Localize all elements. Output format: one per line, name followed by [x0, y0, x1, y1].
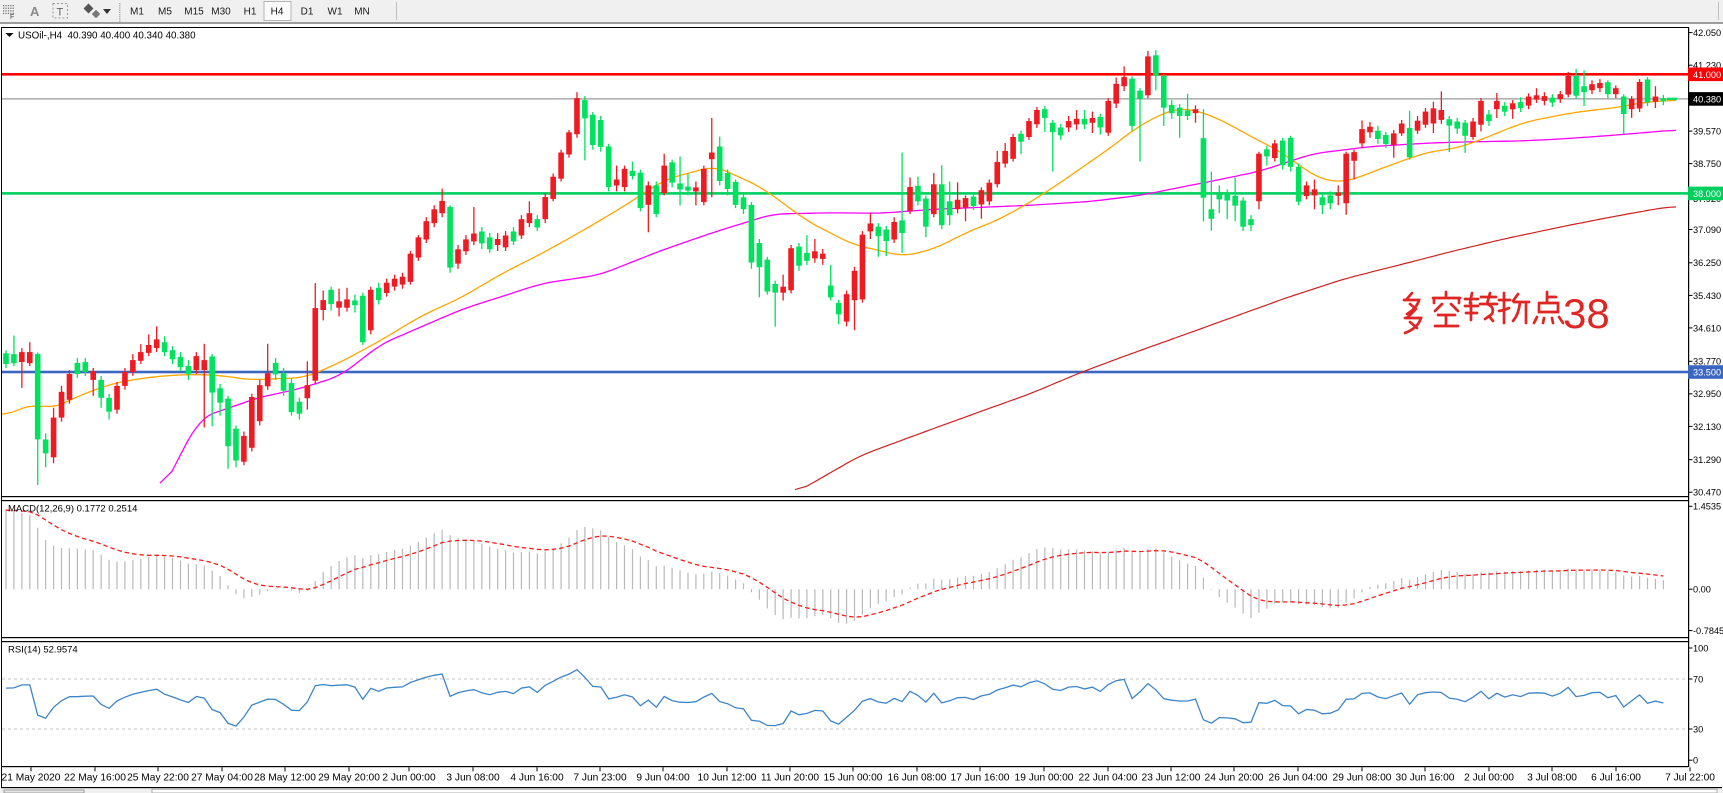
svg-text:3 Jul 08:00: 3 Jul 08:00: [1527, 773, 1577, 784]
svg-text:37.090: 37.090: [1693, 225, 1721, 235]
svg-text:32.130: 32.130: [1693, 422, 1721, 432]
svg-text:17 Jun 16:00: 17 Jun 16:00: [951, 773, 1010, 784]
svg-text:MN: MN: [354, 7, 370, 18]
svg-text:21 May 2020: 21 May 2020: [2, 773, 61, 784]
svg-text:39.570: 39.570: [1693, 127, 1721, 137]
svg-text:-0.7845: -0.7845: [1693, 626, 1723, 636]
svg-text:27 May 04:00: 27 May 04:00: [191, 773, 253, 784]
svg-text:M15: M15: [184, 7, 204, 18]
svg-text:24 Jun 20:00: 24 Jun 20:00: [1205, 773, 1264, 784]
svg-text:70: 70: [1693, 674, 1703, 684]
svg-text:9 Jun 04:00: 9 Jun 04:00: [636, 773, 690, 784]
svg-text:22 Jun 04:00: 22 Jun 04:00: [1079, 773, 1138, 784]
svg-text:42.050: 42.050: [1693, 28, 1721, 38]
svg-text:0.00: 0.00: [1693, 585, 1711, 595]
svg-text:D1: D1: [301, 7, 314, 18]
svg-text:7 Jun 23:00: 7 Jun 23:00: [573, 773, 627, 784]
svg-text:M5: M5: [158, 7, 172, 18]
svg-text:M30: M30: [211, 7, 231, 18]
svg-text:W1: W1: [328, 7, 343, 18]
svg-text:T: T: [57, 7, 64, 19]
svg-text:F: F: [10, 14, 14, 21]
svg-text:38: 38: [1563, 290, 1610, 337]
svg-text:RSI(14) 52.9574: RSI(14) 52.9574: [8, 645, 78, 656]
svg-text:3 Jun 08:00: 3 Jun 08:00: [446, 773, 500, 784]
svg-text:41.000: 41.000: [1693, 70, 1721, 80]
svg-text:10 Jun 12:00: 10 Jun 12:00: [698, 773, 757, 784]
svg-text:4 Jun 16:00: 4 Jun 16:00: [510, 773, 564, 784]
svg-text:29 Jun 08:00: 29 Jun 08:00: [1333, 773, 1392, 784]
svg-text:USOil-,H4 40.390 40.400 40.34: USOil-,H4 40.390 40.400 40.340 40.380: [18, 31, 196, 42]
svg-text:H1: H1: [244, 7, 257, 18]
svg-text:30: 30: [1693, 724, 1703, 734]
svg-text:33.500: 33.500: [1693, 368, 1721, 378]
svg-text:11 Jun 20:00: 11 Jun 20:00: [761, 773, 819, 784]
svg-text:19 Jun 00:00: 19 Jun 00:00: [1015, 773, 1074, 784]
svg-text:H4: H4: [271, 7, 284, 18]
svg-text:1.4535: 1.4535: [1693, 502, 1721, 512]
svg-text:29 May 20:00: 29 May 20:00: [318, 773, 380, 784]
svg-text:30 Jun 16:00: 30 Jun 16:00: [1396, 773, 1455, 784]
svg-text:0: 0: [1693, 756, 1698, 766]
svg-text:23 Jun 12:00: 23 Jun 12:00: [1142, 773, 1201, 784]
svg-text:25 May 22:00: 25 May 22:00: [127, 773, 189, 784]
svg-text:6 Jul 16:00: 6 Jul 16:00: [1591, 773, 1641, 784]
svg-text:32.950: 32.950: [1693, 389, 1721, 399]
svg-text:38.000: 38.000: [1693, 189, 1721, 199]
svg-text:7 Jul 22:00: 7 Jul 22:00: [1665, 773, 1715, 784]
svg-text:A: A: [30, 4, 40, 19]
svg-text:33.770: 33.770: [1693, 357, 1721, 367]
svg-text:2 Jul 00:00: 2 Jul 00:00: [1464, 773, 1514, 784]
svg-text:30.470: 30.470: [1693, 488, 1721, 498]
svg-text:M1: M1: [130, 7, 144, 18]
svg-text:35.430: 35.430: [1693, 291, 1721, 301]
svg-text:26 Jun 04:00: 26 Jun 04:00: [1269, 773, 1328, 784]
svg-text:28 May 12:00: 28 May 12:00: [254, 773, 316, 784]
svg-text:100: 100: [1693, 643, 1708, 653]
svg-text:31.290: 31.290: [1693, 455, 1721, 465]
svg-text:38.750: 38.750: [1693, 159, 1721, 169]
svg-text:16 Jun 08:00: 16 Jun 08:00: [888, 773, 947, 784]
svg-text:MACD(12,26,9) 0.1772 0.2514: MACD(12,26,9) 0.1772 0.2514: [8, 504, 137, 515]
svg-text:40.380: 40.380: [1693, 94, 1721, 104]
svg-text:34.610: 34.610: [1693, 323, 1721, 333]
svg-text:15 Jun 00:00: 15 Jun 00:00: [824, 773, 883, 784]
svg-text:2 Jun 00:00: 2 Jun 00:00: [382, 773, 436, 784]
svg-text:41.230: 41.230: [1693, 61, 1721, 71]
svg-text:22 May 16:00: 22 May 16:00: [64, 773, 126, 784]
svg-text:36.250: 36.250: [1693, 258, 1721, 268]
